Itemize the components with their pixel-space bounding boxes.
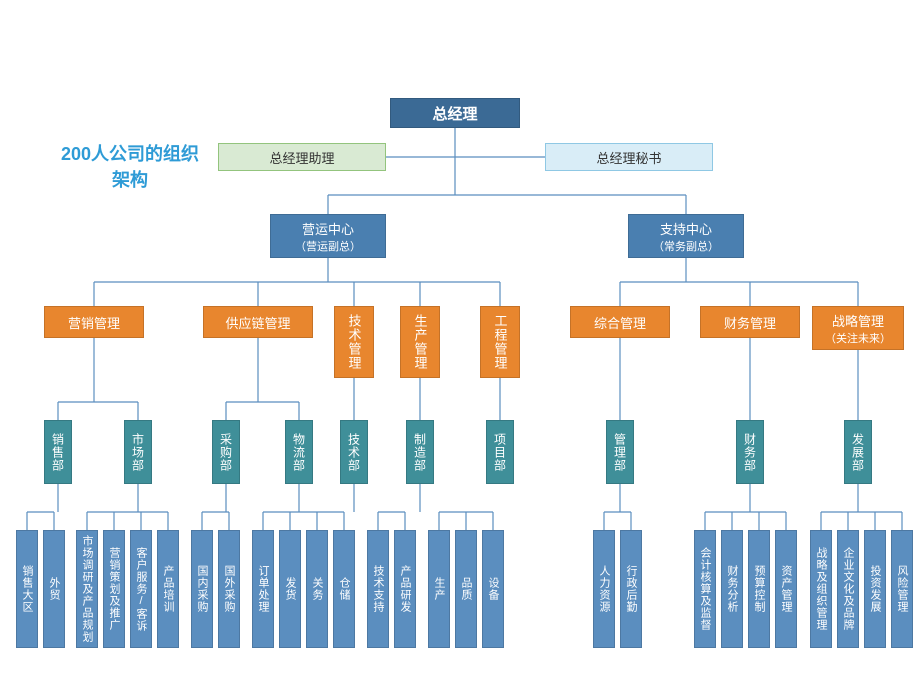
- mgmt-node: 生产管理: [400, 306, 440, 378]
- leaf-node: 预算控制: [748, 530, 770, 648]
- center-node: 支持中心（常务副总）: [628, 214, 744, 258]
- dept-node: 市场部: [124, 420, 152, 484]
- leaf-node: 技术支持: [367, 530, 389, 648]
- dept-node: 销售部: [44, 420, 72, 484]
- leaf-node: 战略及组织管理: [810, 530, 832, 648]
- leaf-node: 会计核算及监督: [694, 530, 716, 648]
- dept-node: 技术部: [340, 420, 368, 484]
- mgmt-node: 财务管理: [700, 306, 800, 338]
- mgmt-node: 工程管理: [480, 306, 520, 378]
- leaf-node: 客户服务/客诉: [130, 530, 152, 648]
- dept-node: 采购部: [212, 420, 240, 484]
- root-node: 总经理: [390, 98, 520, 128]
- mgmt-node: 供应链管理: [203, 306, 313, 338]
- leaf-node: 企业文化及品牌: [837, 530, 859, 648]
- assistant-node: 总经理助理: [218, 143, 386, 171]
- leaf-node: 国外采购: [218, 530, 240, 648]
- dept-node: 项目部: [486, 420, 514, 484]
- leaf-node: 资产管理: [775, 530, 797, 648]
- leaf-node: 产品培训: [157, 530, 179, 648]
- leaf-node: 国内采购: [191, 530, 213, 648]
- mgmt-node: 技术管理: [334, 306, 374, 378]
- leaf-node: 人力资源: [593, 530, 615, 648]
- leaf-node: 关务: [306, 530, 328, 648]
- leaf-node: 生产: [428, 530, 450, 648]
- center-node: 营运中心（营运副总）: [270, 214, 386, 258]
- leaf-node: 销售大区: [16, 530, 38, 648]
- dept-node: 发展部: [844, 420, 872, 484]
- mgmt-node: 营销管理: [44, 306, 144, 338]
- assistant-node: 总经理秘书: [545, 143, 713, 171]
- leaf-node: 发货: [279, 530, 301, 648]
- leaf-node: 财务分析: [721, 530, 743, 648]
- leaf-node: 仓储: [333, 530, 355, 648]
- dept-node: 管理部: [606, 420, 634, 484]
- dept-node: 物流部: [285, 420, 313, 484]
- leaf-node: 产品研发: [394, 530, 416, 648]
- leaf-node: 品质: [455, 530, 477, 648]
- leaf-node: 市场调研及产品规划: [76, 530, 98, 648]
- leaf-node: 风险管理: [891, 530, 913, 648]
- mgmt-node: 战略管理（关注未来）: [812, 306, 904, 350]
- leaf-node: 订单处理: [252, 530, 274, 648]
- mgmt-node: 综合管理: [570, 306, 670, 338]
- dept-node: 财务部: [736, 420, 764, 484]
- leaf-node: 外贸: [43, 530, 65, 648]
- leaf-node: 设备: [482, 530, 504, 648]
- leaf-node: 投资发展: [864, 530, 886, 648]
- chart-title: 200人公司的组织架构: [55, 140, 205, 192]
- leaf-node: 行政后勤: [620, 530, 642, 648]
- dept-node: 制造部: [406, 420, 434, 484]
- leaf-node: 营销策划及推广: [103, 530, 125, 648]
